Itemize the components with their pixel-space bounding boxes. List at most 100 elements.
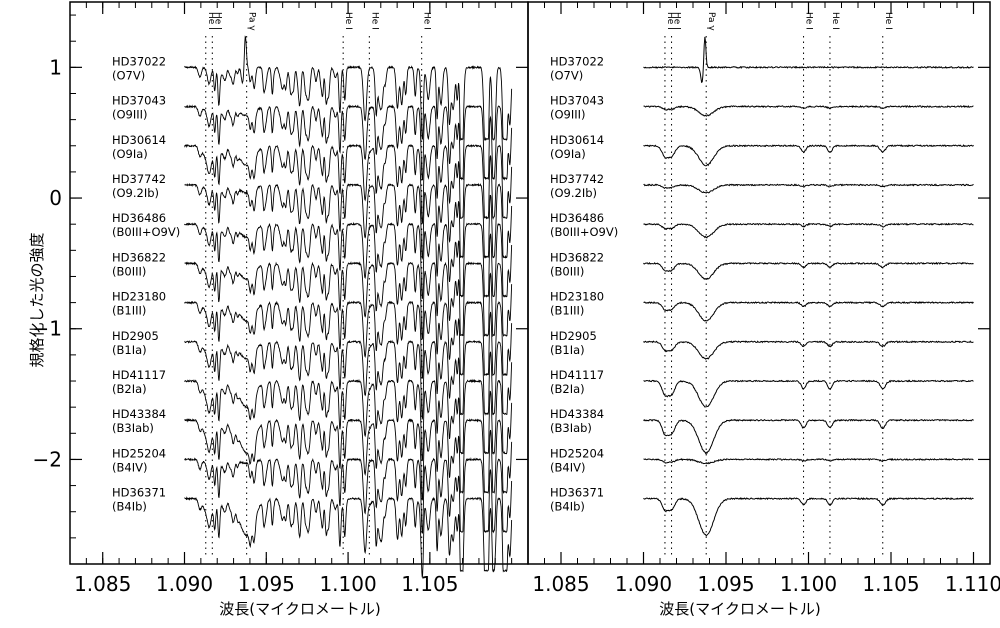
spectral-type-label: (B1Ia): [112, 343, 147, 357]
spectral-type-label: (O9Ia): [112, 147, 148, 161]
x-tick-label: 1.105: [862, 572, 919, 596]
star-name-label: HD25204: [550, 446, 604, 460]
star-name-label: HD23180: [112, 290, 166, 304]
star-name-label: HD2905: [112, 329, 159, 343]
spectrum-hd37022: [184, 35, 513, 141]
star-name-label: HD23180: [550, 290, 604, 304]
star-name-label: HD43384: [550, 407, 604, 421]
spectral-type-label: (O7V): [112, 68, 145, 82]
line-marker-label: He I: [212, 12, 222, 30]
y-tick-label: −2: [33, 447, 62, 471]
x-tick-label: 1.095: [697, 572, 754, 596]
star-name-label: HD36371: [112, 486, 166, 500]
spectrum-hd37022: [643, 36, 974, 84]
spectral-type-label: (B4IV): [550, 460, 585, 474]
spectrum-hd36486: [184, 221, 513, 300]
spectral-type-label: (O9.2Ib): [550, 186, 597, 200]
spectrum-hd43384: [643, 418, 974, 455]
star-name-label: HD43384: [112, 407, 166, 421]
star-name-label: HD41117: [550, 368, 604, 382]
x-tick-label: 1.110: [945, 572, 1000, 596]
x-tick-label: 1.085: [74, 572, 131, 596]
spectral-type-label: (B3Iab): [550, 421, 592, 435]
x-axis-label-right: 波長(マイクロメートル): [659, 600, 820, 618]
star-name-label: HD37742: [550, 172, 604, 186]
spectral-type-label: (B0III+O9V): [550, 225, 618, 239]
spectrum-hd36371: [643, 497, 974, 537]
spectral-type-label: (O7V): [550, 68, 583, 82]
star-name-label: HD37022: [550, 54, 604, 68]
star-name-label: HD36822: [550, 250, 604, 264]
x-tick-label: 1.100: [780, 572, 837, 596]
spectrum-hd23180: [184, 300, 513, 379]
spectrum-hd36371: [184, 496, 513, 578]
spectrum-hd25204: [184, 457, 513, 534]
line-marker-label: He I: [369, 12, 379, 30]
star-name-label: HD36486: [112, 211, 166, 225]
spectrum-hd37043: [184, 104, 513, 181]
star-name-label: HD30614: [112, 133, 166, 147]
x-tick-label: 1.090: [156, 572, 213, 596]
x-axis-label-left: 波長(マイクロメートル): [219, 600, 380, 618]
spectrum-hd37043: [643, 104, 974, 117]
star-name-label: HD36822: [112, 250, 166, 264]
line-marker-label: He I: [883, 12, 893, 30]
spectral-type-label: (B0III): [112, 264, 146, 278]
spectrum-hd37742: [643, 183, 974, 194]
x-tick-label: 1.100: [319, 572, 376, 596]
y-tick-label: 1: [49, 55, 62, 79]
spectrum-hd36822: [184, 261, 513, 340]
spectrum-hd36822: [643, 261, 974, 281]
spectrum-hd41117: [643, 379, 974, 408]
spectrum-hd30614: [643, 144, 974, 167]
plot-frame-right: [527, 1, 991, 565]
spectrum-hd30614: [184, 143, 513, 224]
spectral-type-label: (O9Ia): [550, 147, 586, 161]
spectral-type-label: (B1III): [112, 304, 146, 318]
star-name-label: HD25204: [112, 446, 166, 460]
spectral-type-label: (B4Ib): [112, 500, 147, 514]
spectral-type-label: (B2Ia): [112, 382, 147, 396]
y-axis-label: 規格化した光の強度: [28, 232, 46, 367]
star-name-label: HD41117: [112, 368, 166, 382]
y-tick-label: 0: [49, 186, 62, 210]
spectrum-hd23180: [643, 301, 974, 322]
line-marker-label: He I: [804, 12, 814, 30]
spectral-type-label: (B0III): [550, 264, 584, 278]
spectral-type-label: (B1Ia): [550, 343, 585, 357]
spectral-type-label: (O9III): [550, 108, 586, 122]
spectrum-hd25204: [643, 457, 974, 465]
line-marker-label: He I: [672, 12, 682, 30]
spectral-type-label: (B0III+O9V): [112, 225, 180, 239]
spectral-type-label: (B4Ib): [550, 500, 585, 514]
star-name-label: HD2905: [550, 329, 597, 343]
x-tick-label: 1.085: [532, 572, 589, 596]
spectral-type-label: (O9III): [112, 108, 148, 122]
spectrum-hd41117: [184, 378, 513, 462]
spectrum-hd37742: [184, 182, 513, 261]
line-marker-label: He I: [422, 12, 432, 30]
star-name-label: HD37043: [550, 94, 604, 108]
spectrum-hd43384: [184, 417, 513, 501]
line-marker-label: He I: [665, 12, 675, 30]
x-tick-label: 1.095: [238, 572, 295, 596]
spectral-type-label: (O9.2Ib): [112, 186, 159, 200]
star-name-label: HD36486: [550, 211, 604, 225]
star-name-label: HD37043: [112, 94, 166, 108]
spectrum-hd36486: [643, 222, 974, 239]
y-tick-label: −1: [33, 317, 62, 341]
star-name-label: HD36371: [550, 486, 604, 500]
spectrum-hd2905: [643, 340, 974, 360]
star-name-label: HD37742: [112, 172, 166, 186]
star-name-label: HD30614: [550, 133, 604, 147]
line-marker-label: He I: [206, 12, 216, 30]
x-tick-label: 1.090: [615, 572, 672, 596]
spectrum-hd2905: [184, 339, 513, 421]
spectral-type-label: (B4IV): [112, 460, 147, 474]
spectral-type-label: (B1III): [550, 304, 584, 318]
spectral-type-label: (B3Iab): [112, 421, 154, 435]
line-marker-label: Pa γ: [706, 12, 716, 31]
